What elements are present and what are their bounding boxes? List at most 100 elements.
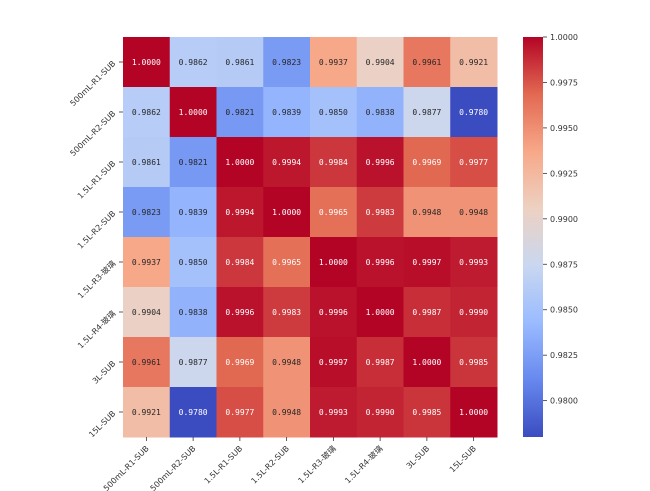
heatmap-cell	[310, 87, 358, 138]
cell-value-label: 1.0000	[225, 158, 254, 167]
cell-value-label: 0.9984	[225, 258, 254, 267]
heatmap-cell	[356, 87, 404, 138]
colorbar-tick-label: 0.9900	[550, 215, 578, 224]
heatmap-cell	[450, 237, 498, 288]
colorbar-axis: 1.0000 0.9975 0.9950 0.9925 0.9900 0.9875 0.98…	[543, 33, 578, 406]
cell-value-label: 0.9921	[459, 58, 488, 67]
cell-value-label: 0.9983	[272, 308, 301, 317]
cell-value-label: 0.9996	[225, 308, 254, 317]
cell-value-label: 0.9987	[412, 308, 441, 317]
y-tick-label: 3L-SUB	[91, 359, 118, 386]
cell-value-label: 0.9839	[179, 208, 208, 217]
heatmap-cell	[263, 137, 311, 188]
heatmap-cell	[356, 37, 404, 88]
colorbar-tick-label: 1.0000	[550, 33, 578, 42]
y-tick-label: 1.5L-R4-玻璃	[75, 308, 117, 350]
cell-value-label: 0.9987	[366, 358, 395, 367]
heatmap-cell	[403, 287, 451, 338]
cell-value-label: 0.9850	[179, 258, 208, 267]
heatmap-cells	[123, 37, 498, 438]
heatmap-cell	[123, 237, 171, 288]
heatmap-cell	[263, 287, 311, 338]
cell-value-label: 0.9861	[225, 58, 254, 67]
heatmap-cell	[263, 37, 311, 88]
heatmap-cell	[403, 37, 451, 88]
cell-value-label: 0.9997	[412, 258, 441, 267]
cell-value-label: 0.9994	[272, 158, 301, 167]
cell-value-label: 0.9996	[366, 158, 395, 167]
heatmap-cell	[216, 387, 264, 438]
heatmap-cell	[356, 137, 404, 188]
x-tick-label: 1.5L-R4-玻璃	[342, 443, 384, 485]
cell-value-label: 0.9937	[132, 258, 161, 267]
heatmap-cell	[403, 137, 451, 188]
cell-value-label: 0.9937	[319, 58, 348, 67]
heatmap-cell	[169, 187, 217, 238]
cell-value-label: 0.9969	[412, 158, 441, 167]
cell-value-label: 0.9969	[225, 358, 254, 367]
cell-value-label: 0.9994	[225, 208, 254, 217]
cell-value-label: 0.9984	[319, 158, 348, 167]
cell-value-label: 0.9983	[366, 208, 395, 217]
heatmap-cell	[169, 337, 217, 388]
heatmap-cell	[310, 387, 358, 438]
cell-value-label: 1.0000	[319, 258, 348, 267]
heatmap-cell	[450, 187, 498, 238]
cell-value-label: 0.9990	[366, 408, 395, 417]
heatmap-cell	[123, 137, 171, 188]
cell-annotations: 1.0000 0.9862 0.9861 0.9823 0.9937 0.9904 0.99…	[132, 58, 488, 417]
cell-value-label: 0.9977	[459, 158, 488, 167]
cell-value-label: 0.9861	[132, 158, 161, 167]
cell-value-label: 0.9904	[366, 58, 395, 67]
x-tick-label: 3L-SUB	[405, 444, 432, 471]
heatmap-cell	[310, 337, 358, 388]
heatmap-cell	[403, 237, 451, 288]
cell-value-label: 0.9904	[132, 308, 161, 317]
colorbar-tick-label: 0.9950	[550, 124, 578, 133]
x-tick-label: 1.5L-R2-SUB	[249, 444, 291, 486]
cell-value-label: 1.0000	[132, 58, 161, 67]
heatmap-cell	[216, 137, 264, 188]
x-tick-label: 15L-SUB	[448, 444, 478, 474]
cell-value-label: 0.9921	[132, 408, 161, 417]
cell-value-label: 1.0000	[412, 358, 441, 367]
cell-value-label: 0.9977	[225, 408, 254, 417]
heatmap-cell	[169, 387, 217, 438]
cell-value-label: 1.0000	[179, 108, 208, 117]
cell-value-label: 0.9948	[272, 358, 301, 367]
heatmap-cell	[450, 387, 498, 438]
heatmap-cell	[310, 287, 358, 338]
heatmap-cell	[123, 87, 171, 138]
cell-value-label: 0.9838	[179, 308, 208, 317]
colorbar-tick-label: 0.9875	[550, 260, 578, 269]
heatmap-cell	[450, 337, 498, 388]
heatmap-cell	[169, 237, 217, 288]
colorbar-tick-label: 0.9975	[550, 78, 578, 87]
heatmap-cell	[450, 287, 498, 338]
cell-value-label: 0.9780	[459, 108, 488, 117]
heatmap-cell	[216, 187, 264, 238]
cell-value-label: 0.9996	[366, 258, 395, 267]
cell-value-label: 0.9996	[319, 308, 348, 317]
cell-value-label: 0.9985	[412, 408, 441, 417]
heatmap-cell	[263, 87, 311, 138]
x-tick-label: 500mL-R1-SUB	[102, 444, 151, 491]
cell-value-label: 0.9997	[319, 358, 348, 367]
heatmap-cell	[403, 87, 451, 138]
cell-value-label: 0.9985	[459, 358, 488, 367]
cell-value-label: 0.9862	[179, 58, 208, 67]
colorbar-tick-label: 0.9925	[550, 169, 578, 178]
cell-value-label: 0.9948	[272, 408, 301, 417]
heatmap-cell	[169, 87, 217, 138]
heatmap-cell	[123, 37, 171, 88]
heatmap-cell	[216, 237, 264, 288]
heatmap-cell	[310, 37, 358, 88]
colorbar-tick-label: 0.9850	[550, 306, 578, 315]
heatmap-cell	[450, 137, 498, 188]
cell-value-label: 0.9961	[132, 358, 161, 367]
heatmap-cell	[263, 337, 311, 388]
heatmap-cell	[123, 187, 171, 238]
